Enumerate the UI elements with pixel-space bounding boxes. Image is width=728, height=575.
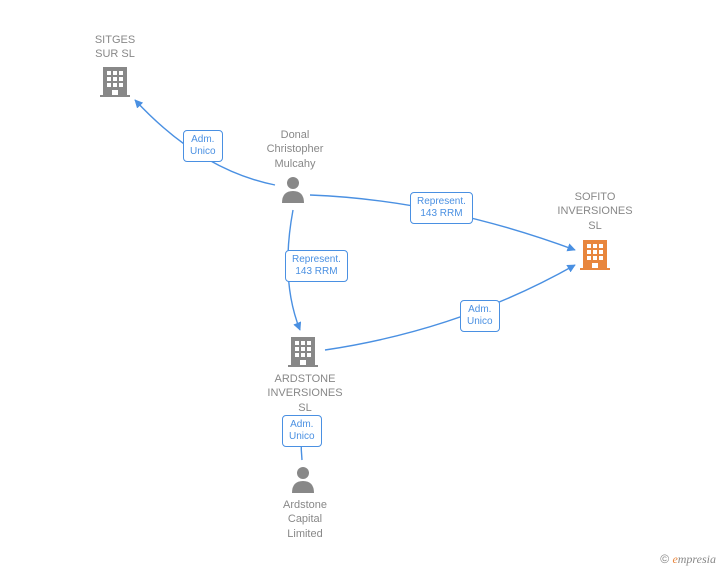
building-icon-sitges: [100, 65, 130, 97]
copyright-symbol: ©: [660, 552, 669, 566]
edge-label-ardstone_inv-sofito: Adm. Unico: [460, 300, 500, 332]
node-label-sofito: SOFITO INVERSIONES SL: [545, 190, 645, 233]
person-icon-ardstone-cap: [290, 465, 316, 493]
building-icon-sofito: [580, 238, 610, 270]
brand-rest: mpresia: [678, 552, 716, 566]
node-label-sitges: SITGES SUR SL: [75, 33, 155, 62]
building-icon-ardstone-inv: [288, 335, 318, 367]
edge-label-ardstone_cap-ardstone_inv: Adm. Unico: [282, 415, 322, 447]
edge-ardstone_inv-sofito: [325, 265, 575, 350]
node-label-donal: Donal Christopher Mulcahy: [245, 128, 345, 171]
person-icon-donal: [280, 175, 306, 203]
node-label-ardstone-cap: Ardstone Capital Limited: [265, 498, 345, 541]
edge-label-donal-sofito: Represent. 143 RRM: [410, 192, 473, 224]
edge-label-donal-ardstone_inv: Represent. 143 RRM: [285, 250, 348, 282]
node-label-ardstone-inv: ARDSTONE INVERSIONES SL: [255, 372, 355, 415]
footer-credit: © empresia: [660, 552, 716, 567]
edge-label-donal-sitges: Adm. Unico: [183, 130, 223, 162]
